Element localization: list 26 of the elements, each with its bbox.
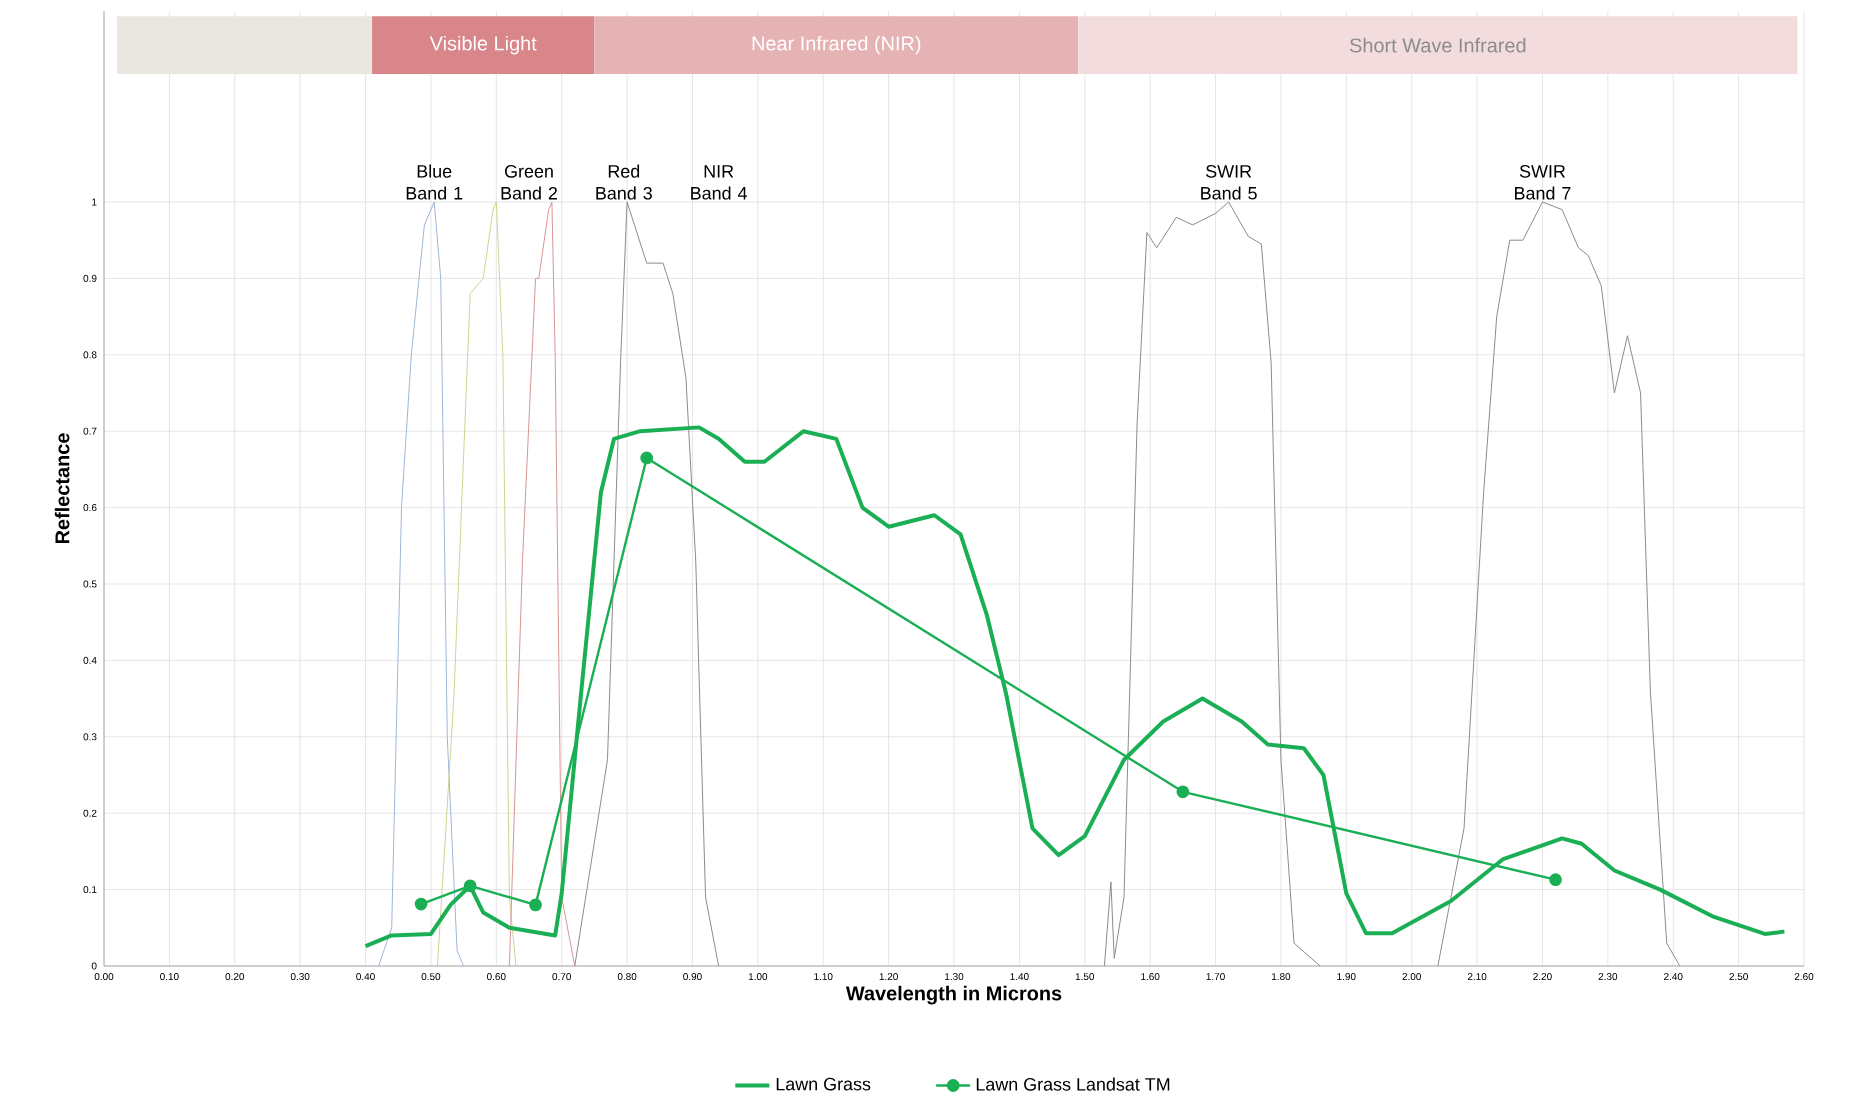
annotation: NIR Band 4 xyxy=(691,165,747,200)
legend-label: Lawn Grass xyxy=(776,1077,871,1091)
line-series xyxy=(363,425,1787,949)
point xyxy=(1549,873,1562,887)
band-label: Visible Light xyxy=(429,35,537,55)
annotation: SWIR Band 7 xyxy=(1515,164,1571,200)
legend-label: Lawn Grass Landsat TM xyxy=(976,1077,1170,1091)
line-series xyxy=(574,201,720,967)
y-axis-title: Reflectance xyxy=(54,433,70,544)
point xyxy=(1176,785,1190,799)
annotation: SWIR Band 5 xyxy=(1201,164,1257,200)
band-label: Short Wave Infrared xyxy=(1349,37,1526,53)
line-series xyxy=(508,201,576,967)
annotation: Green Band 2 xyxy=(501,164,557,200)
annotation: Red Band 3 xyxy=(596,164,652,200)
point xyxy=(463,879,477,893)
x-axis-title: Wavelength in Microns xyxy=(845,985,1062,1005)
point xyxy=(529,898,542,912)
line-series xyxy=(436,201,517,967)
line-series xyxy=(1437,201,1681,967)
line-series xyxy=(1103,201,1321,967)
point xyxy=(414,897,428,911)
line-series xyxy=(378,201,465,967)
band-label: Near Infrared (NIR) xyxy=(752,35,921,55)
annotation: Blue Band 1 xyxy=(406,164,463,200)
point xyxy=(640,451,654,465)
